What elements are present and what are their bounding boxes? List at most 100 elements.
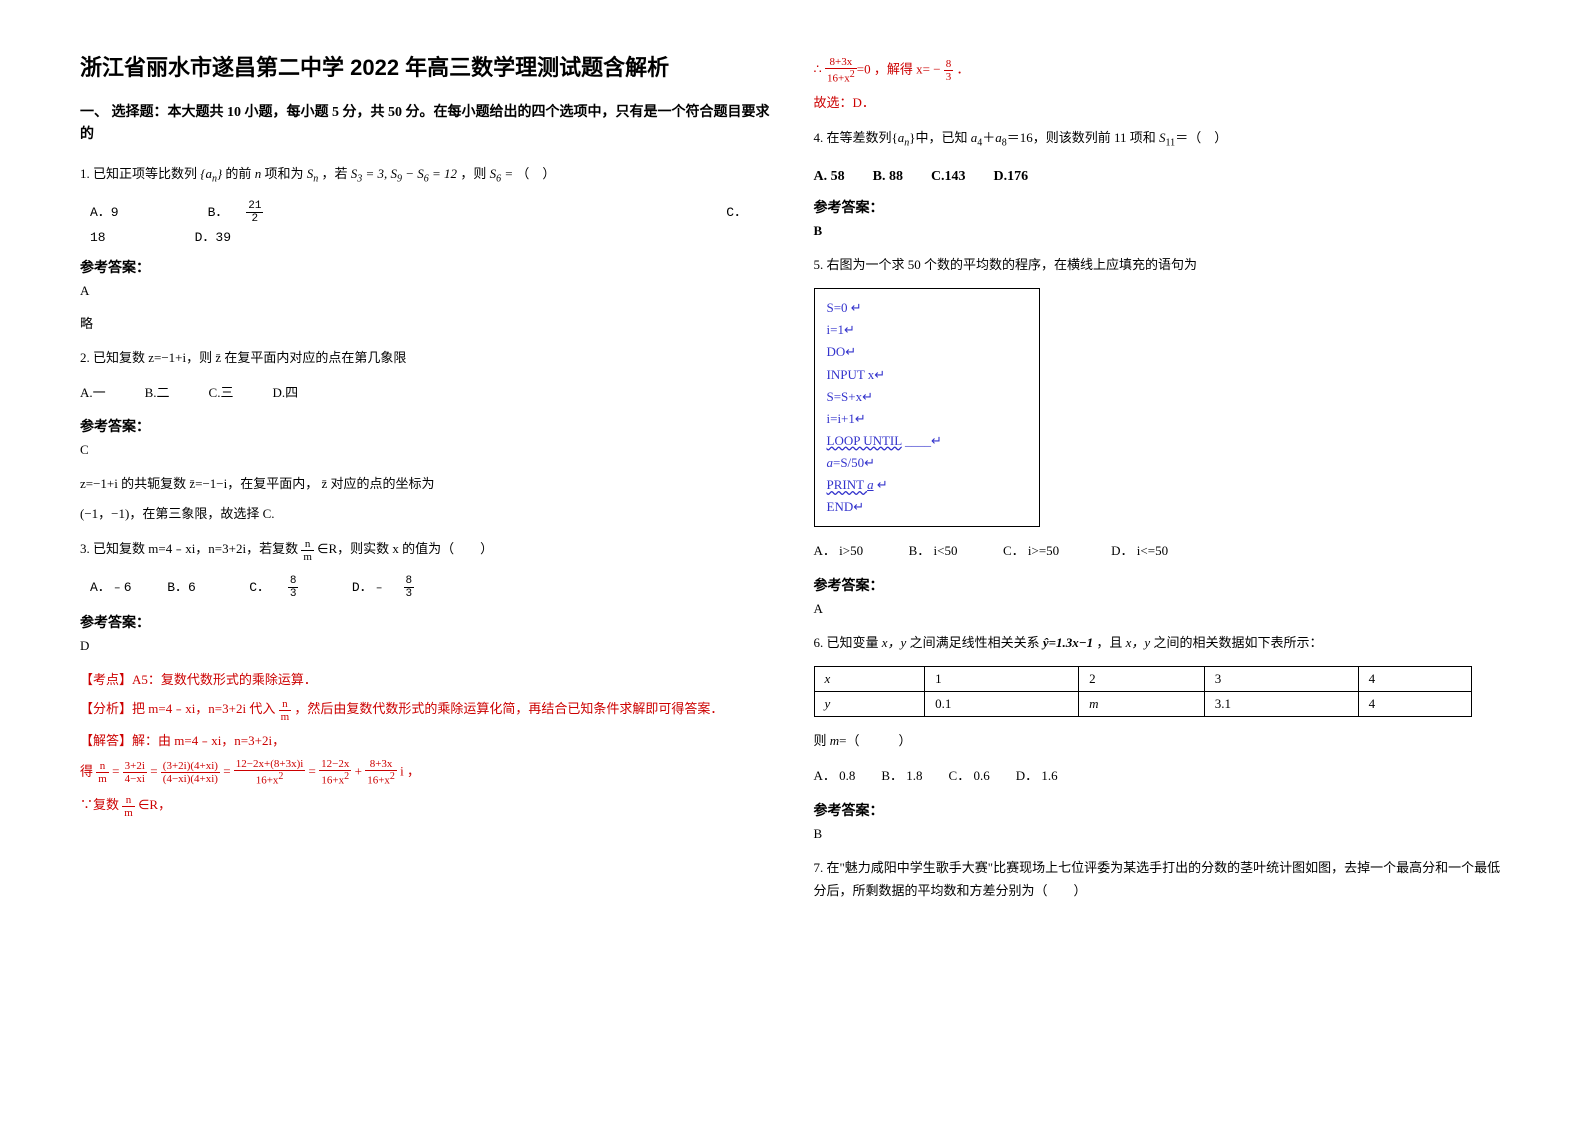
q3-ans-label: 参考答案：	[80, 612, 774, 632]
q1-cond-expr: S3 = 3, S9 − S6 = 12	[351, 166, 457, 181]
page-title: 浙江省丽水市遂昌第二中学 2022 年高三数学理测试题含解析	[80, 50, 774, 82]
q3-jd-last-b: ∈R，	[138, 797, 171, 812]
q3-options: A．﹣6 B．6 C． 8 3 D．﹣ 8 3	[90, 575, 774, 600]
q2-exp2: (−1，−1)，在第三象限，故选择 C.	[80, 502, 774, 525]
cell: 4	[1358, 666, 1472, 691]
code-l10: END↵	[827, 496, 1027, 518]
q3-jd-a: 得	[80, 764, 93, 779]
q6-then: 则 m=（ ）	[814, 729, 1508, 752]
q3-jd-frac6: 8+3x 16+x2	[365, 758, 397, 787]
code-l9: PRINT a ↵	[827, 474, 1027, 496]
q6-table: x 1 2 3 4 y 0.1 m 3.1 4	[814, 666, 1473, 717]
code-l9c: ↵	[877, 477, 888, 492]
q2-opts: A.一 B.二 C.三 D.四	[80, 381, 774, 404]
q1-optB-frac: 21 2	[246, 200, 263, 225]
code-l9b: a	[867, 477, 874, 492]
q5-optB: B． i<50	[909, 543, 958, 558]
cell: 3	[1204, 666, 1358, 691]
q3-jd-last-a: ∵复数	[80, 797, 119, 812]
q6-eq: ŷ=1.3x−1	[1043, 635, 1093, 650]
cell: 3.1	[1204, 691, 1358, 716]
q4-ans-label: 参考答案：	[814, 197, 1508, 217]
q6-a: 6. 已知变量	[814, 635, 879, 650]
cell: x	[814, 666, 925, 691]
q1-stem-cond: ，若	[321, 166, 347, 181]
q5-opts: A． i>50 B． i<50 C． i>=50 D． i<=50	[814, 539, 1508, 562]
code-l6: i=i+1↵	[827, 408, 1027, 430]
q3-jd-c: =	[150, 764, 157, 779]
q5-ans: A	[814, 601, 1508, 617]
code-l9a: PRINT	[827, 477, 868, 492]
q1-stem-post-b: 项和为	[264, 166, 303, 181]
q6-xy2: x，y	[1126, 635, 1151, 650]
q6-d: 之间的相关数据如下表所示：	[1153, 635, 1322, 650]
q3-fx2: ，然后由复数代数形式的乘除运算化简，再结合已知条件求解即可得答案．	[294, 701, 723, 716]
section-1-heading: 一、 选择题：本大题共 10 小题，每小题 5 分，共 50 分。在每小题给出的…	[80, 102, 774, 147]
cell: 2	[1079, 666, 1205, 691]
q3-jd-lbl: 【解答】解：由 m=4﹣xi，n=3+2i，	[80, 729, 774, 752]
q5-optD: D． i<=50	[1111, 543, 1168, 558]
q6-ans-label: 参考答案：	[814, 800, 1508, 820]
q3-jd-frac2: 3+2i 4−xi	[123, 760, 147, 785]
q7-stem: 7. 在"魅力咸阳中学生歌手大赛"比赛现场上七位评委为某选手打出的分数的茎叶统计…	[814, 856, 1508, 903]
q5-ans-label: 参考答案：	[814, 575, 1508, 595]
rt-frac2: 8 3	[944, 58, 954, 83]
q3-optC-lbl: C．	[249, 580, 270, 595]
code-l7b: ____↵	[905, 433, 942, 448]
table-row: x 1 2 3 4	[814, 666, 1472, 691]
q3-optA: A．﹣6	[90, 580, 132, 595]
q3-optD-frac: 8 3	[404, 575, 415, 600]
q2-stem: 2. 已知复数 z=−1+i，则 z̄ 在复平面内对应的点在第几象限	[80, 346, 774, 369]
q1-note: 略	[80, 313, 774, 332]
cell: 1	[925, 666, 1079, 691]
code-l5: S=S+x↵	[827, 386, 1027, 408]
q3-jd-frac5: 12−2x 16+x2	[319, 758, 351, 787]
right-column: ∴ 8+3x 16+x2 =0 ，解得 x= − 8 3 ． 故选：D． 4. …	[794, 50, 1528, 915]
rt-c: ．	[957, 61, 970, 76]
q1-options: A．9 B． 21 2 C．18 D．39	[90, 200, 774, 244]
q1-optA: A．9	[90, 205, 119, 220]
q1-stem: 1. 已知正项等比数列 {an} 的前 n 项和为 Sn ，若 S3 = 3, …	[80, 162, 774, 189]
q2-ans-label: 参考答案：	[80, 416, 774, 436]
cell: y	[814, 691, 925, 716]
code-l1: S=0 ↵	[827, 297, 1027, 319]
q4-ans: B	[814, 223, 1508, 239]
q1-stem-pre: 1. 已知正项等比数列	[80, 166, 197, 181]
q3-kaodian: 【考点】A5：复数代数形式的乘除运算．	[80, 668, 774, 691]
cell: m	[1079, 691, 1205, 716]
q5-stem: 5. 右图为一个求 50 个数的平均数的程序，在横线上应填充的语句为	[814, 253, 1508, 276]
code-l3: DO↵	[827, 341, 1027, 363]
q3-jd-d: =	[223, 764, 230, 779]
q6-c: ，且	[1096, 635, 1122, 650]
q1-ans-label: 参考答案：	[80, 257, 774, 277]
right-top1: ∴ 8+3x 16+x2 =0 ，解得 x= − 8 3 ．	[814, 56, 1508, 85]
q6-stem: 6. 已知变量 x，y 之间满足线性相关关系 ŷ=1.3x−1 ，且 x，y 之…	[814, 631, 1508, 654]
q1-optD: D．39	[195, 230, 231, 245]
rt-frac: 8+3x 16+x2	[825, 56, 857, 85]
q3-stem-a: 3. 已知复数 m=4﹣xi，n=3+2i，若复数	[80, 541, 298, 556]
q6-opts: A． 0.8 B． 1.8 C． 0.6 D． 1.6	[814, 764, 1508, 787]
q1-paren: （ ）	[516, 166, 555, 181]
q1-n: n	[255, 166, 265, 181]
q5-optA: A． i>50	[814, 543, 864, 558]
code-l2: i=1↵	[827, 319, 1027, 341]
q4-stem: 4. 在等差数列{an}中，已知 a4＋a8＝16，则该数列前 11 项和 S1…	[814, 126, 1508, 153]
cell: 4	[1358, 691, 1472, 716]
q1-seq: {an}	[200, 166, 222, 181]
q5-optC: C． i>=50	[1003, 543, 1059, 558]
q3-stem: 3. 已知复数 m=4﹣xi，n=3+2i，若复数 n m ∈R，则实数 x 的…	[80, 537, 774, 563]
q2-ans: C	[80, 442, 774, 458]
right-top2: 故选：D．	[814, 91, 1508, 114]
code-l7a: LOOP UNTIL	[827, 433, 902, 448]
q1-ans: A	[80, 283, 774, 299]
q3-jd-last-frac: n m	[122, 794, 135, 819]
q1-stem-end: ，则	[460, 166, 486, 181]
q3-optB: B．6	[167, 580, 196, 595]
q3-jd-frac3: (3+2i)(4+xi) (4−xi)(4+xi)	[161, 760, 220, 785]
q3-jd-frac4: 12−2x+(8+3x)i 16+x2	[234, 758, 306, 787]
q1-stem-post-a: 的前	[225, 166, 251, 181]
q3-ans: D	[80, 638, 774, 654]
code-l8: a=S/50↵	[827, 452, 1027, 474]
code-l7: LOOP UNTIL ____↵	[827, 430, 1027, 452]
q3-jd-b: =	[112, 764, 119, 779]
